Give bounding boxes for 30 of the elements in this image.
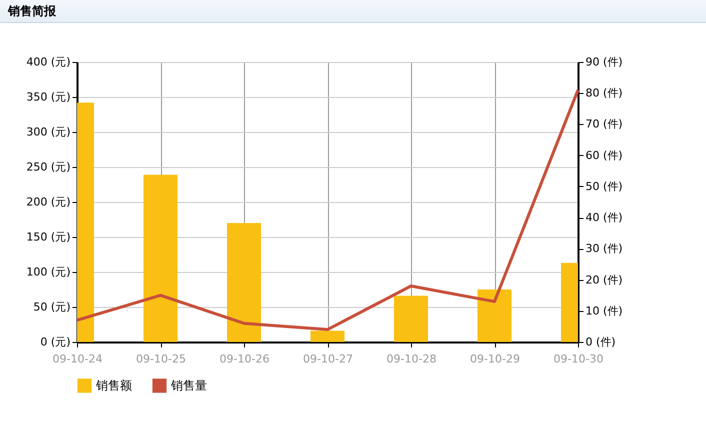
y2-tick-label: 30 (件)	[586, 242, 623, 256]
y-tick-label: 100 (元)	[26, 266, 70, 278]
y-tick-label: 400 (元)	[26, 56, 70, 68]
y2-tick-label: 20 (件)	[586, 273, 623, 286]
legend-label: 销售额	[95, 378, 132, 393]
y-tick-label: 250 (元)	[26, 160, 70, 174]
y-tick-label: 350 (元)	[26, 90, 70, 104]
x-tick-label: 09-10-24	[52, 352, 102, 366]
y-tick-label: 50 (元)	[33, 300, 70, 314]
y2-tick-label: 70 (件)	[586, 118, 623, 131]
y2-tick-label: 40 (件)	[586, 211, 623, 224]
y2-tick-label: 60 (件)	[586, 148, 623, 162]
y-tick-label: 200 (元)	[26, 196, 70, 208]
x-tick-label: 09-10-27	[303, 352, 353, 366]
y-tick-label: 150 (元)	[26, 230, 70, 244]
y2-tick-label: 90 (件)	[586, 56, 623, 68]
y2-tick-label: 80 (件)	[586, 86, 623, 100]
line-series	[76, 88, 580, 332]
x-tick-label: 09-10-26	[220, 352, 270, 366]
x-tick-label: 09-10-30	[554, 352, 604, 366]
y-tick-label: 300 (元)	[26, 126, 70, 138]
legend-label: 销售量	[170, 378, 207, 393]
y-tick-label: 0 (元)	[40, 336, 70, 348]
x-tick-label: 09-10-28	[386, 352, 436, 366]
x-tick-label: 09-10-25	[136, 352, 186, 366]
y2-tick-label: 10 (件)	[586, 304, 623, 318]
chart-title: 销售简报	[0, 0, 706, 23]
y2-tick-label: 50 (件)	[586, 180, 623, 193]
y2-tick-label: 0 (件)	[586, 336, 616, 348]
x-tick-label: 09-10-29	[470, 352, 520, 366]
